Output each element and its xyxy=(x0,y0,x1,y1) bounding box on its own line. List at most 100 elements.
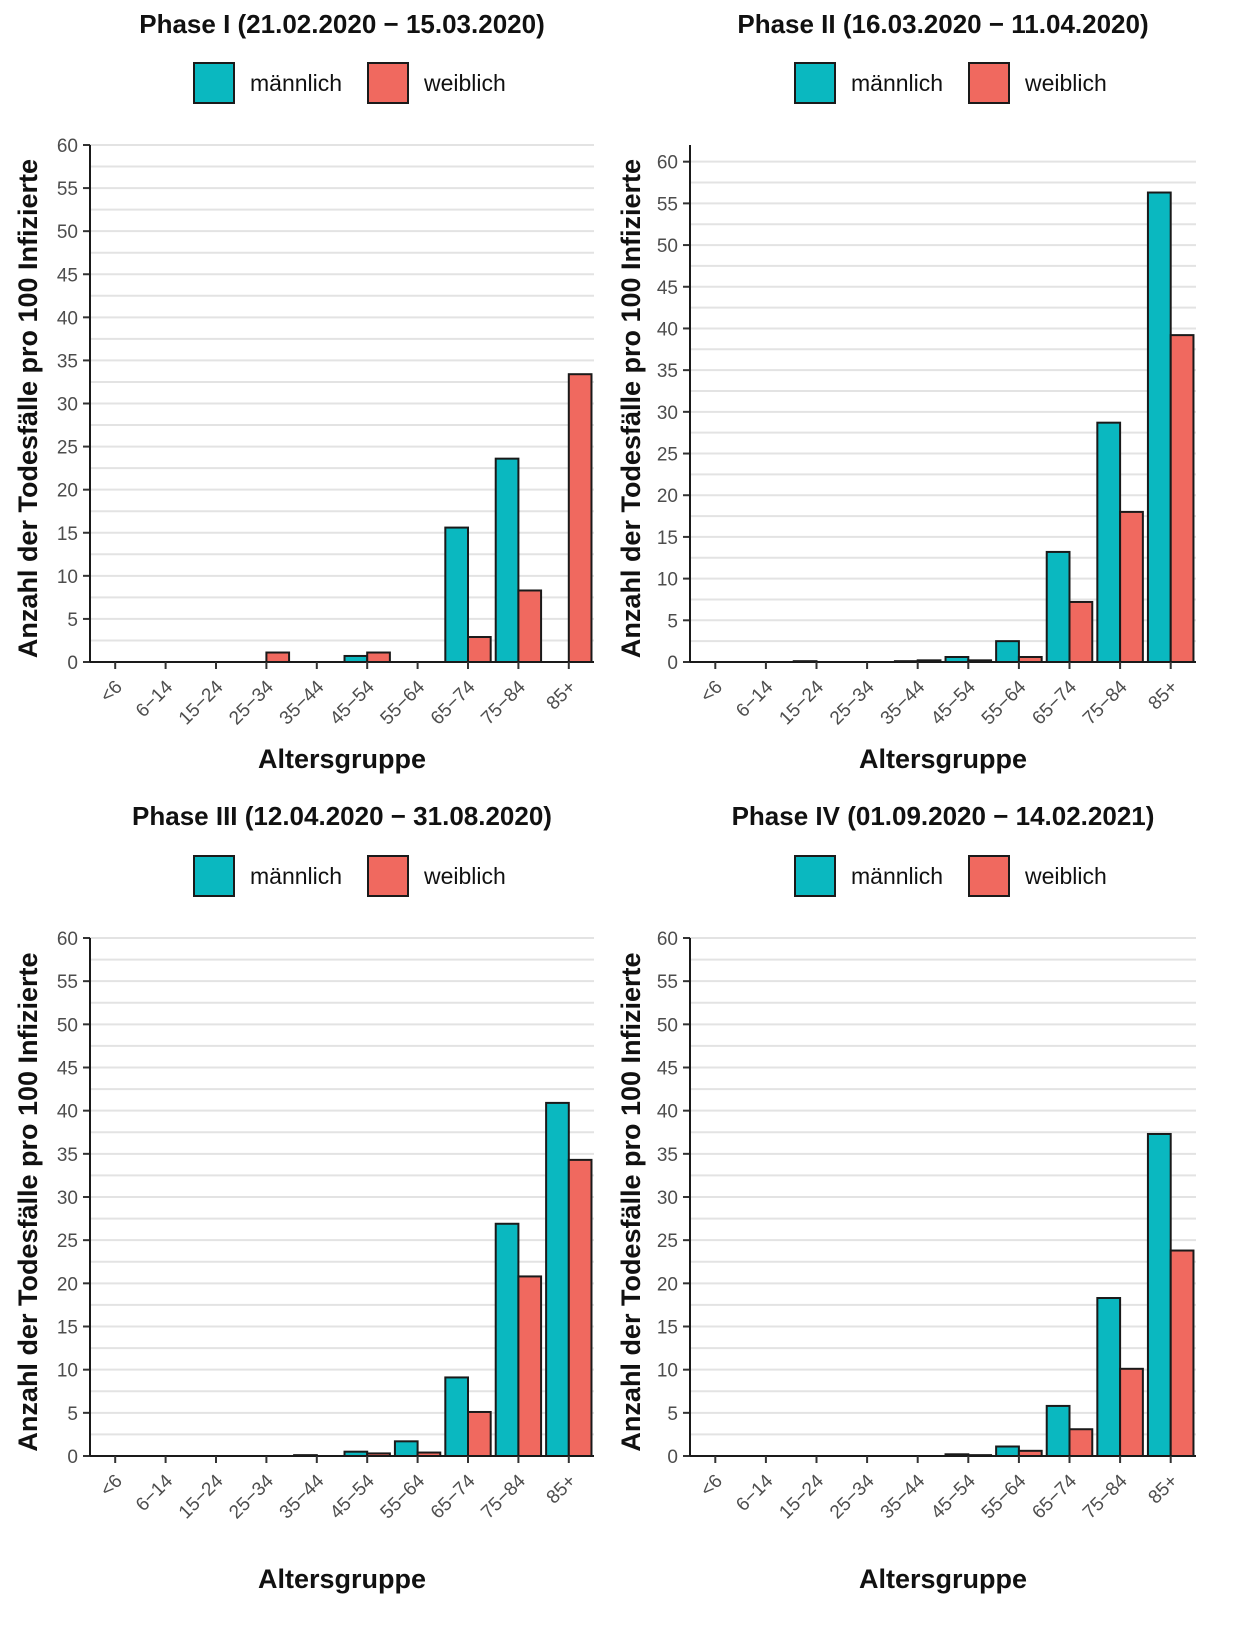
y-tick-label: 30 xyxy=(657,1188,678,1209)
y-axis-ticks: 0 5 10 15 20 25 30 35 40 45 50 55 60 xyxy=(657,929,690,1468)
y-tick-label: 60 xyxy=(57,929,78,950)
bar-maennlich-10 xyxy=(1146,191,1172,663)
bar-maennlich-7 xyxy=(995,1445,1020,1457)
x-tick-label: 15−24 xyxy=(775,676,828,729)
legend-swatch-maennlich xyxy=(193,62,235,104)
y-tick-label: 40 xyxy=(57,308,78,329)
y-tick-label: 20 xyxy=(57,1274,78,1295)
legend-swatch-weiblich xyxy=(968,855,1010,897)
x-tick-label: <6 xyxy=(697,1471,727,1501)
y-tick-label: 30 xyxy=(57,395,78,416)
y-tick-label: 50 xyxy=(657,236,678,257)
y-tick-label: 10 xyxy=(657,1361,678,1382)
legend: männlich weiblich xyxy=(794,62,1107,104)
y-tick-label: 20 xyxy=(57,481,78,502)
x-tick-label: 55−64 xyxy=(377,676,430,729)
x-tick-label: 6−14 xyxy=(132,676,177,721)
y-tick-label: 5 xyxy=(67,1404,78,1425)
bar-weiblich-10 xyxy=(567,373,593,663)
bar-weiblich-10 xyxy=(1169,1249,1195,1457)
x-tick-label: 65−74 xyxy=(427,676,480,729)
bar-weiblich-4 xyxy=(265,651,291,664)
x-tick-label: 75−84 xyxy=(1079,676,1132,729)
gridlines xyxy=(90,144,594,642)
y-tick-label: 40 xyxy=(657,319,678,340)
x-tick-label: 65−74 xyxy=(1028,676,1081,729)
bar-weiblich-9 xyxy=(517,1275,543,1457)
y-tick-label: 35 xyxy=(57,1145,78,1166)
y-tick-label: 60 xyxy=(57,136,78,157)
bar-weiblich-8 xyxy=(467,636,492,663)
legend: männlich weiblich xyxy=(193,855,506,897)
y-axis-ticks: 0 5 10 15 20 25 30 35 40 45 50 55 60 xyxy=(57,136,90,674)
y-tick-label: 55 xyxy=(57,972,78,993)
bar-maennlich-8 xyxy=(1045,1404,1071,1457)
x-tick-label: 75−84 xyxy=(477,676,530,729)
y-tick-label: 55 xyxy=(657,194,678,215)
bars xyxy=(265,373,593,664)
y-tick-label: 10 xyxy=(57,1361,78,1382)
y-axis-title: Anzahl der Todesfälle pro 100 Infizierte xyxy=(13,952,43,1451)
x-tick-label: 25−34 xyxy=(826,1470,879,1523)
x-tick-label: 35−44 xyxy=(877,676,930,729)
y-tick-label: 35 xyxy=(57,351,78,372)
legend-swatch-maennlich xyxy=(794,855,836,897)
y-tick-label: 30 xyxy=(657,403,678,424)
bar-weiblich-9 xyxy=(1119,1367,1144,1458)
y-tick-label: 20 xyxy=(657,486,678,507)
legend-swatch-maennlich xyxy=(193,855,235,897)
y-tick-label: 55 xyxy=(57,179,78,200)
x-tick-label: 45−54 xyxy=(326,1470,379,1523)
y-tick-label: 35 xyxy=(657,1145,678,1166)
y-tick-label: 40 xyxy=(657,1102,678,1123)
x-tick-label: 45−54 xyxy=(927,676,980,729)
y-axis-title: Anzahl der Todesfälle pro 100 Infizierte xyxy=(13,159,43,658)
bar-maennlich-9 xyxy=(494,457,520,663)
legend: männlich weiblich xyxy=(794,855,1107,897)
x-tick-label: 55−64 xyxy=(978,676,1031,729)
y-axis-title: Anzahl der Todesfälle pro 100 Infizierte xyxy=(616,159,646,658)
bars xyxy=(944,1132,1195,1458)
x-tick-label: <6 xyxy=(697,677,727,707)
y-tick-label: 5 xyxy=(667,611,678,632)
bar-weiblich-6 xyxy=(366,651,391,664)
y-axis-title: Anzahl der Todesfälle pro 100 Infizierte xyxy=(616,952,646,1451)
y-tick-label: 15 xyxy=(657,1318,678,1339)
x-axis-ticks: <6 6−1415−2425−3435−4445−5455−6465−7475−8… xyxy=(97,1456,581,1523)
chart-panel-3: Phase III (12.04.2020 − 31.08.2020) männl… xyxy=(13,801,594,1594)
y-tick-label: 25 xyxy=(657,1231,678,1252)
chart-title: Phase IV (01.09.2020 − 14.02.2021) xyxy=(732,801,1155,831)
legend-label-weiblich: weiblich xyxy=(1024,70,1107,96)
x-tick-label: 35−44 xyxy=(877,1470,930,1523)
y-tick-label: 30 xyxy=(57,1188,78,1209)
x-tick-label: 85+ xyxy=(1145,677,1183,715)
legend-swatch-weiblich xyxy=(968,62,1010,104)
x-tick-label: 35−44 xyxy=(276,1470,329,1523)
y-axis-ticks: 0 5 10 15 20 25 30 35 40 45 50 55 60 xyxy=(657,153,690,674)
y-tick-label: 50 xyxy=(57,222,78,243)
x-tick-label: 15−24 xyxy=(775,1470,828,1523)
y-tick-label: 0 xyxy=(67,653,78,674)
x-tick-label: <6 xyxy=(97,677,127,707)
x-tick-label: <6 xyxy=(97,1471,127,1501)
x-tick-label: 6−14 xyxy=(132,1470,177,1515)
x-tick-label: 75−84 xyxy=(1079,1470,1132,1523)
bar-weiblich-8 xyxy=(1068,1428,1094,1458)
bar-maennlich-8 xyxy=(444,1376,470,1457)
y-tick-label: 45 xyxy=(57,1059,78,1080)
chart-panel-2: Phase II (16.03.2020 − 11.04.2020) männli… xyxy=(616,9,1196,774)
x-axis-title: Altersgruppe xyxy=(258,1564,426,1594)
y-tick-label: 50 xyxy=(57,1015,78,1036)
x-axis-ticks: <6 6−1415−2425−3435−4445−5455−6465−7475−8… xyxy=(697,662,1183,729)
legend-label-maennlich: männlich xyxy=(250,70,342,96)
legend-label-weiblich: weiblich xyxy=(423,863,506,889)
y-tick-label: 60 xyxy=(657,929,678,950)
x-tick-label: 85+ xyxy=(543,1471,581,1509)
y-tick-label: 60 xyxy=(657,153,678,174)
x-tick-label: 25−34 xyxy=(826,676,879,729)
x-tick-label: 35−44 xyxy=(276,676,329,729)
bar-maennlich-7 xyxy=(393,1440,419,1458)
bar-weiblich-10 xyxy=(567,1158,593,1458)
y-tick-label: 0 xyxy=(667,653,678,674)
